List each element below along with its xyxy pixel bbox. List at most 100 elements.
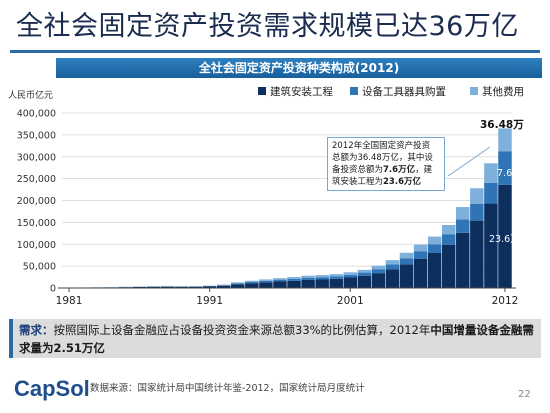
bar-segment xyxy=(456,232,470,289)
bar-segment xyxy=(245,283,259,288)
bar-segment xyxy=(273,279,287,282)
bar-segment xyxy=(287,277,301,279)
annotation-line-2: 总额为36.48万亿，其中设 xyxy=(332,153,433,163)
bar-segment xyxy=(343,277,358,288)
bar-segment xyxy=(231,283,245,285)
bar-segment xyxy=(259,282,273,288)
bar-segment xyxy=(301,279,315,288)
title-divider xyxy=(10,50,540,53)
bar-segment xyxy=(343,274,358,278)
bar-segment xyxy=(484,203,498,288)
chart-gridlines xyxy=(62,112,512,289)
chart-bars xyxy=(62,128,512,289)
bar-segment xyxy=(174,286,189,288)
y-tick-label: 150,000 xyxy=(17,218,56,229)
callout-text: 按照国际上设备金融应占设备投资资金来源总额33%的比例估算，2012年 xyxy=(53,323,431,337)
bar-segment xyxy=(413,251,428,259)
annotation-line-1: 2012年全国固定资产投资 xyxy=(332,141,431,151)
bar-segment xyxy=(132,286,147,288)
stacked-bar-chart: 0 50,000 100,000 150,000 200,000 250,000 300,0… xyxy=(8,85,529,308)
bar-segment xyxy=(329,278,343,288)
legend-label: 其他费用 xyxy=(482,85,524,98)
annotation-leader-line xyxy=(447,146,491,177)
annotation-line-3: 备投资总额为7.6万亿，建 xyxy=(332,165,433,175)
construction-value-label: 23.6万亿 xyxy=(489,233,529,245)
total-label: 36.48万 xyxy=(480,119,524,131)
y-tick-label: 250,000 xyxy=(17,174,56,185)
callout-bold-text: 中国增量设备金融需求量为2.51万亿 xyxy=(19,323,534,355)
bar-segment xyxy=(231,282,245,284)
bar-segment xyxy=(259,280,273,283)
x-tick-label: 1991 xyxy=(196,295,223,307)
bar-segment xyxy=(357,272,372,276)
bar-segment xyxy=(216,284,231,286)
bar-segment xyxy=(231,284,245,288)
bar-segment xyxy=(470,188,484,204)
bar-segment xyxy=(441,244,456,288)
bar-segment xyxy=(399,258,414,265)
bar-segment xyxy=(427,236,442,245)
bar-segment xyxy=(216,285,231,286)
bar-segment xyxy=(287,280,301,288)
bar-segment xyxy=(385,264,400,270)
bar-segment xyxy=(202,286,217,288)
bar-segment xyxy=(371,273,386,289)
bar-segment xyxy=(329,276,343,279)
equipment-value-label: 7.6万 xyxy=(497,168,522,179)
bar-segment xyxy=(315,277,329,280)
page-number: 22 xyxy=(518,389,531,400)
bar-segment xyxy=(498,128,512,152)
demand-callout: 需求：按照国际上设备金融应占设备投资资金来源总额33%的比例估算，2012年中国… xyxy=(9,319,541,358)
legend-label: 设备工具器具购置 xyxy=(362,85,446,98)
bar-segment xyxy=(484,183,498,204)
legend-swatch xyxy=(470,87,478,95)
bar-segment xyxy=(273,281,287,288)
bar-segment xyxy=(188,286,203,288)
data-source-note: 数据来源：国家统计局中国统计年鉴-2012，国家统计局月度统计 xyxy=(90,383,365,394)
y-tick-label: 300,000 xyxy=(17,152,56,163)
bar-segment xyxy=(498,184,512,288)
bar-segment xyxy=(456,219,470,233)
annotation-note: 2012年全国固定资产投资 总额为36.48万亿，其中设 备投资总额为7.6万亿… xyxy=(327,137,445,191)
annotation-line-4: 筑安装工程为23.6万亿 xyxy=(332,177,421,187)
bar-segment xyxy=(498,151,512,185)
bar-segment xyxy=(216,285,231,288)
bar-segment xyxy=(343,272,358,275)
bar-segment xyxy=(146,286,161,288)
y-tick-label: 200,000 xyxy=(17,196,56,207)
bar-segment xyxy=(245,281,259,284)
y-axis-label: 人民币亿元 xyxy=(8,89,53,101)
y-tick-label: 400,000 xyxy=(17,109,56,120)
bar-segment xyxy=(385,269,400,288)
bar-segment xyxy=(273,278,287,280)
bar-segment xyxy=(160,286,175,288)
bar-segment xyxy=(301,277,315,280)
x-tick-label: 2012 xyxy=(492,295,519,307)
bar-segment xyxy=(385,260,400,265)
bar-segment xyxy=(441,234,456,245)
chart-axes: 0 50,000 100,000 150,000 200,000 250,000 300,0… xyxy=(17,109,519,308)
bar-segment xyxy=(427,244,442,253)
bar-segment xyxy=(413,258,428,288)
capsol-logo: CapSol xyxy=(14,376,90,401)
y-tick-label: 50,000 xyxy=(23,262,56,273)
bar-segment xyxy=(427,253,442,288)
bar-segment xyxy=(259,279,273,281)
bar-segment xyxy=(357,275,372,288)
bar-segment xyxy=(371,265,386,270)
bar-segment xyxy=(470,204,484,221)
legend-swatch xyxy=(258,87,266,95)
x-tick-label: 1981 xyxy=(56,295,83,307)
bar-segment xyxy=(399,264,414,289)
x-tick-label: 2001 xyxy=(337,295,364,307)
bar-segment xyxy=(441,225,456,235)
bar-segment xyxy=(301,275,315,278)
callout-lead: 需求： xyxy=(19,323,54,337)
slide-title: 全社会固定资产投资需求规模已达36万亿 xyxy=(16,11,519,42)
bar-segment xyxy=(245,280,259,282)
chart-legend: 建筑安装工程 设备工具器具购置 其他费用 xyxy=(258,85,524,98)
legend-label: 建筑安装工程 xyxy=(270,85,333,98)
bar-segment xyxy=(456,207,470,220)
y-tick-label: 350,000 xyxy=(17,130,56,141)
bar-segment xyxy=(371,269,386,274)
